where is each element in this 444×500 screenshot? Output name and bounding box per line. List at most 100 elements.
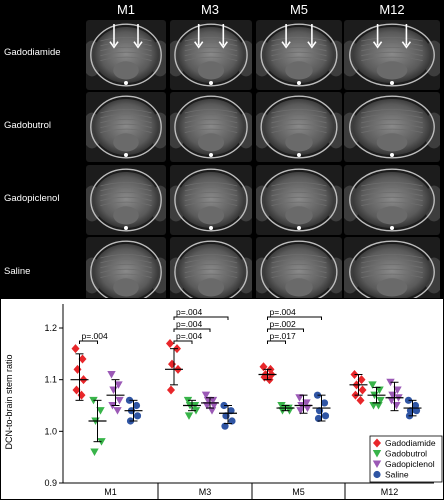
- legend-marker-gadopiclenol: [372, 460, 382, 468]
- significance-bracket: p=.004: [79, 331, 109, 344]
- data-point-saline: [132, 401, 141, 410]
- data-point-gadodiamide: [356, 395, 365, 405]
- p-value-label: p=.004: [176, 319, 203, 329]
- p-value-label: p=.004: [176, 331, 203, 341]
- data-point-gadobutrol: [374, 402, 383, 410]
- group-m5: p=.004 p=.002 p=.017: [258, 307, 331, 423]
- arrow-icon: [307, 24, 317, 49]
- arrow-icon: [109, 24, 119, 49]
- data-point-saline: [227, 407, 235, 415]
- legend-label: Saline: [385, 470, 409, 480]
- group-m12: [349, 370, 422, 420]
- column-header-m5: M5: [289, 2, 309, 17]
- data-point-gadobutrol: [184, 412, 194, 420]
- data-point-gadodiamide: [358, 385, 367, 395]
- group-m3: p=.004 p=.004 p=.004: [165, 307, 237, 430]
- x-category-label: M5: [292, 487, 305, 497]
- data-point-gadodiamide: [166, 339, 174, 348]
- mri-slice-gadodiamide-m5: [256, 20, 342, 90]
- data-point-gadopiclenol: [209, 402, 219, 410]
- significance-bracket: p=.004: [173, 319, 211, 332]
- mri-slice-gadobutrol-m1: [86, 92, 166, 162]
- mri-image-grid: M1 M3 M5 M12 Gadodiamide Gadobutrol Gado…: [0, 0, 444, 307]
- mri-slice-gadopiclenol-m1: [86, 165, 166, 235]
- data-point-saline: [412, 407, 421, 415]
- x-category-label: M3: [199, 487, 212, 497]
- mri-slice-gadopiclenol-m5: [256, 165, 342, 235]
- mri-slice-gadobutrol-m12: [344, 92, 440, 162]
- data-point-gadodiamide: [71, 344, 80, 354]
- y-tick-label: 1.2: [44, 323, 57, 333]
- data-point-gadopiclenol: [107, 371, 116, 379]
- data-point-gadopiclenol: [302, 399, 311, 407]
- data-point-saline: [133, 412, 142, 420]
- legend-marker-saline: [373, 470, 381, 479]
- significance-bracket: p=.017: [267, 331, 296, 344]
- p-value-label: p=.002: [270, 319, 297, 329]
- data-point-gadopiclenol: [201, 391, 211, 400]
- y-tick-label: 1.0: [44, 426, 57, 436]
- data-point-gadopiclenol: [113, 407, 122, 415]
- data-point-gadopiclenol: [387, 396, 396, 405]
- data-point-gadodiamide: [72, 385, 81, 395]
- mri-slice-gadopiclenol-m12: [344, 165, 440, 235]
- row-label-gadopiclenol: Gadopiclenol: [4, 193, 60, 204]
- data-point-saline: [221, 422, 229, 430]
- data-point-gadopiclenol: [202, 402, 212, 410]
- mri-slice-gadodiamide-m12: [344, 20, 440, 90]
- y-tick-label: 0.9: [44, 478, 57, 488]
- data-point-gadobutrol: [376, 396, 385, 405]
- mri-slice-gadodiamide-m1: [86, 20, 166, 90]
- data-point-saline: [321, 412, 330, 420]
- data-point-saline: [320, 399, 329, 407]
- data-point-gadobutrol: [375, 386, 384, 394]
- legend-box: [369, 435, 443, 483]
- row-label-saline: Saline: [4, 266, 31, 277]
- mri-slice-saline-m1: [86, 237, 166, 307]
- y-tick-label: 1.1: [44, 375, 57, 385]
- data-point-gadobutrol: [368, 381, 377, 389]
- mri-slice-gadopiclenol-m3: [170, 165, 252, 235]
- mri-slice-gadobutrol-m3: [170, 92, 252, 162]
- data-point-gadopiclenol: [296, 407, 305, 415]
- arrow-icon: [194, 24, 204, 49]
- data-point-gadodiamide: [357, 375, 366, 385]
- data-point-gadodiamide: [167, 385, 175, 395]
- group-m1: p=.004: [70, 331, 143, 456]
- data-point-gadopiclenol: [295, 394, 304, 402]
- data-point-gadobutrol: [90, 448, 99, 456]
- x-category-label: M12: [381, 487, 399, 497]
- mri-slice-gadobutrol-m5: [256, 92, 342, 162]
- legend-marker-gadodiamide: [373, 438, 381, 448]
- axis-layer: 0.9 1.0 1.1 1.2 M1 M3 M5 M12: [44, 304, 434, 499]
- row-label-gadobutrol: Gadobutrol: [4, 120, 52, 131]
- x-category-label: M1: [104, 487, 117, 497]
- row-label-gadodiamide: Gadodiamide: [4, 47, 61, 58]
- y-axis-label: DCN-to-brain stem ratio: [4, 354, 14, 449]
- column-header-m3: M3: [200, 2, 220, 17]
- mri-slice-saline-m5: [256, 237, 342, 307]
- mri-slice-saline-m12: [344, 237, 440, 307]
- p-value-label: p=.004: [270, 307, 297, 317]
- mri-slice-gadodiamide-m3: [170, 20, 252, 90]
- data-point-saline: [314, 414, 323, 423]
- arrow-icon: [401, 24, 412, 49]
- data-point-gadobutrol: [96, 407, 105, 415]
- ratio-chart: DCN-to-brain stem ratio 0.9 1.0 1.1 1.2 M1 M3…: [0, 298, 444, 500]
- data-point-gadopiclenol: [303, 404, 312, 413]
- legend-label: Gadobutrol: [385, 449, 427, 459]
- data-point-gadopiclenol: [114, 381, 123, 389]
- mri-slice-saline-m3: [170, 237, 252, 307]
- column-header-m12: M12: [379, 2, 405, 17]
- significance-bracket: p=.004: [173, 331, 203, 344]
- chart-canvas: DCN-to-brain stem ratio 0.9 1.0 1.1 1.2 M1 M3…: [0, 298, 444, 500]
- data-point-gadopiclenol: [393, 386, 402, 394]
- marks-layer: p=.004p=.004p=.004p=.004p=.004p=.002p=.0…: [70, 307, 422, 456]
- significance-bracket: p=.004: [267, 307, 322, 320]
- significance-bracket: p=.004: [173, 307, 229, 320]
- p-value-label: p=.004: [82, 331, 109, 341]
- data-point-gadopiclenol: [207, 407, 217, 415]
- column-header-m1: M1: [116, 2, 136, 17]
- arrow-icon: [281, 24, 291, 49]
